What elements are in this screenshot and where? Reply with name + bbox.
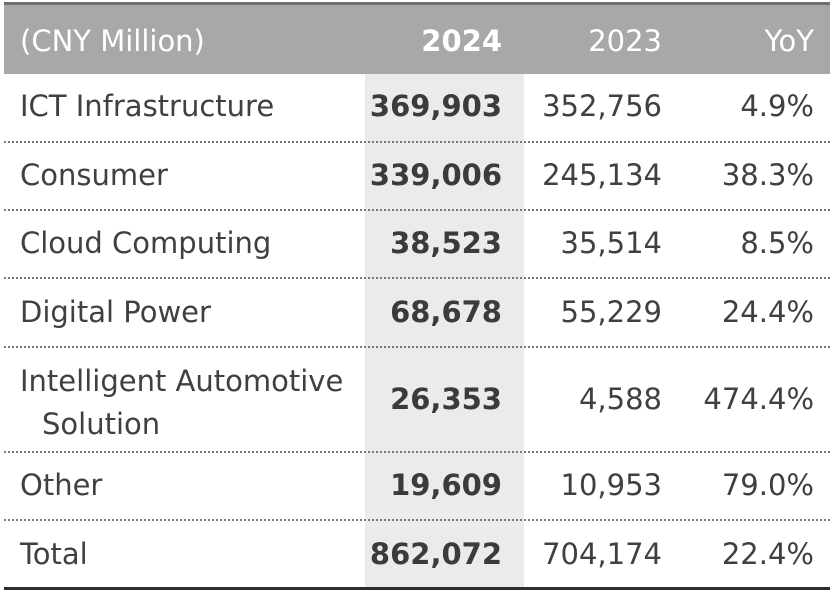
table-bottom-rule [4, 587, 830, 590]
row-label: Cloud Computing [20, 226, 272, 260]
row-value-yoy: 22.4% [721, 537, 814, 571]
row-value-2023: 704,174 [542, 537, 662, 571]
header-2023: 2023 [588, 24, 662, 58]
row-value-2024: 862,072 [369, 537, 502, 571]
row-value-2023: 55,229 [560, 295, 662, 329]
row-divider [4, 451, 830, 453]
row-divider [4, 141, 830, 143]
row-label-line2: Solution [42, 407, 161, 441]
row-label: ICT Infrastructure [20, 89, 275, 123]
row-value-2023: 245,134 [542, 158, 662, 192]
row-value-2023: 10,953 [560, 468, 662, 502]
row-value-yoy: 474.4% [703, 382, 814, 416]
row-value-yoy: 8.5% [740, 226, 814, 260]
row-value-yoy: 4.9% [740, 89, 814, 123]
row-divider [4, 519, 830, 521]
row-divider [4, 277, 830, 279]
header-unit-label: (CNY Million) [20, 24, 205, 58]
row-label: Consumer [20, 158, 168, 192]
row-value-2024: 19,609 [390, 468, 502, 502]
row-label: Other [20, 468, 103, 502]
row-label: Digital Power [20, 295, 211, 329]
row-value-2024: 68,678 [390, 295, 502, 329]
row-divider [4, 209, 830, 211]
row-value-2024: 26,353 [390, 382, 502, 416]
row-value-yoy: 79.0% [721, 468, 814, 502]
row-label: Total [20, 537, 88, 571]
row-value-2023: 4,588 [578, 382, 662, 416]
highlight-column-2024 [365, 74, 524, 589]
row-divider [4, 346, 830, 348]
row-value-2024: 369,903 [369, 89, 502, 123]
table-header: (CNY Million) 2024 2023 YoY [4, 2, 830, 74]
row-value-2023: 35,514 [560, 226, 662, 260]
row-value-yoy: 38.3% [721, 158, 814, 192]
row-value-yoy: 24.4% [721, 295, 814, 329]
row-value-2024: 38,523 [390, 226, 502, 260]
row-label-line1: Intelligent Automotive [20, 364, 344, 398]
row-label: Intelligent Automotive Solution [20, 360, 343, 446]
header-yoy: YoY [764, 24, 814, 58]
header-2024: 2024 [421, 24, 502, 58]
row-value-2023: 352,756 [542, 89, 662, 123]
row-value-2024: 339,006 [369, 158, 502, 192]
